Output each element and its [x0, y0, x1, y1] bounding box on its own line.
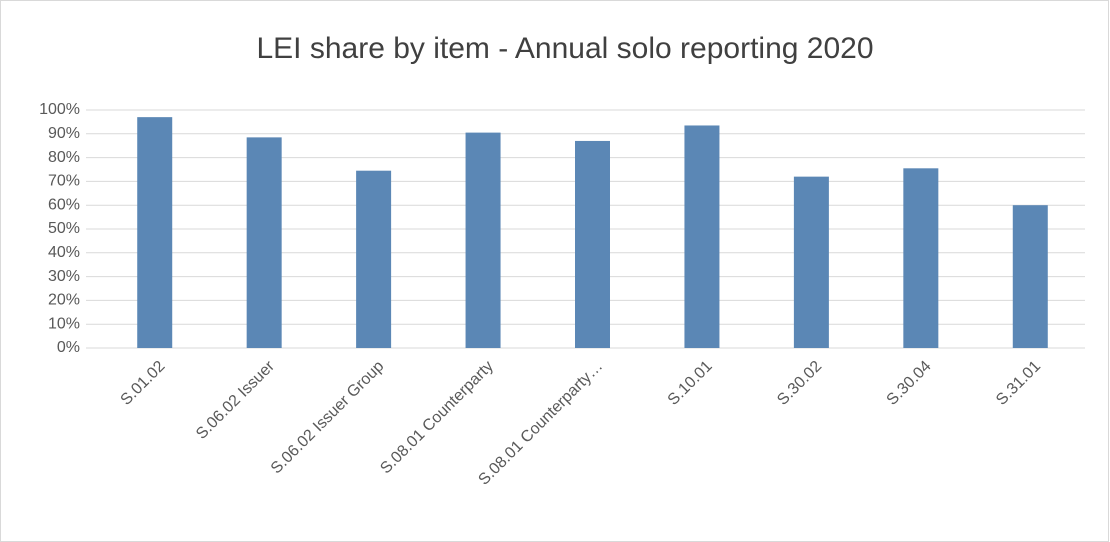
y-tick-label: 10% — [48, 315, 80, 332]
y-tick-label: 90% — [48, 125, 80, 142]
y-tick-label: 100% — [39, 101, 80, 118]
bar — [684, 125, 720, 348]
y-tick-label: 40% — [48, 244, 80, 261]
bar — [137, 117, 173, 348]
chart-title: LEI share by item - Annual solo reportin… — [256, 32, 873, 65]
y-tick-label: 80% — [48, 149, 80, 166]
bar — [575, 140, 610, 348]
y-tick-label: 0% — [57, 339, 80, 356]
y-tick-label: 20% — [48, 292, 80, 309]
bar — [246, 137, 282, 348]
y-tick-label: 60% — [48, 196, 80, 213]
y-tick-label: 50% — [48, 220, 80, 237]
bar — [465, 132, 501, 348]
y-tick-label: 30% — [48, 268, 80, 285]
bar — [793, 176, 829, 348]
bar — [903, 168, 939, 348]
y-tick-label: 70% — [48, 173, 80, 190]
bar — [356, 170, 392, 348]
bar — [1012, 205, 1048, 348]
